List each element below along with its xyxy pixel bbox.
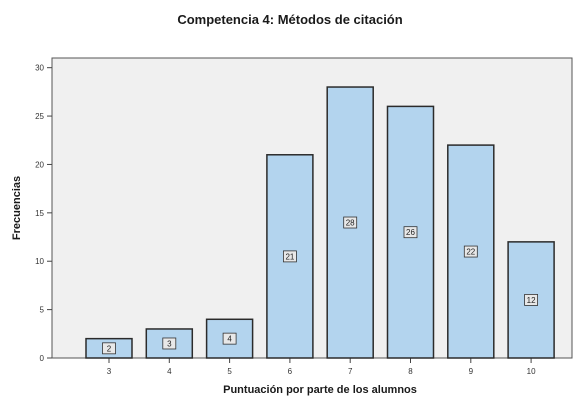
data-label: 28	[346, 219, 355, 228]
data-label-box	[102, 342, 116, 355]
data-label: 22	[466, 248, 475, 257]
x-tick-label: 6	[288, 367, 293, 376]
x-tick-label: 3	[107, 367, 112, 376]
x-tick-label: 8	[408, 367, 413, 376]
y-axis: 0 5 10 15 20 25 30	[35, 64, 52, 363]
y-tick-label: 25	[35, 112, 44, 121]
y-tick-label: 20	[35, 160, 44, 169]
data-label-box	[162, 337, 177, 350]
data-label: 4	[227, 335, 232, 344]
y-tick-label: 30	[35, 64, 44, 73]
data-label: 21	[285, 252, 294, 261]
data-label: 2	[107, 344, 112, 353]
data-label-box	[282, 250, 297, 263]
x-tick-label: 9	[469, 367, 474, 376]
data-label: 3	[167, 339, 172, 348]
bars-group: 2 3 4 21 28 26 22 12	[85, 86, 555, 359]
x-tick-label: 5	[227, 367, 232, 376]
data-label-box	[403, 226, 418, 239]
data-label: 26	[406, 228, 415, 237]
y-axis-label: Frecuencias	[11, 176, 23, 240]
y-tick-label: 10	[35, 257, 44, 266]
bar-6	[266, 154, 314, 359]
x-axis-label: Puntuación por parte de los alumnos	[223, 384, 417, 396]
y-tick-label: 15	[35, 209, 44, 218]
x-tick-label: 4	[167, 367, 172, 376]
data-label-box	[524, 294, 538, 306]
x-axis: 3 4 5 6 7 8 9 10	[107, 358, 536, 376]
chart-title: Competencia 4: Métodos de citación	[177, 12, 402, 27]
data-label-box	[463, 245, 478, 258]
data-label: 12	[527, 296, 536, 305]
x-tick-label: 7	[348, 367, 353, 376]
data-label-box	[343, 216, 358, 229]
data-label-box	[222, 332, 237, 345]
y-tick-label: 0	[40, 354, 45, 363]
x-tick-label: 10	[527, 367, 536, 376]
y-tick-label: 5	[40, 306, 45, 315]
